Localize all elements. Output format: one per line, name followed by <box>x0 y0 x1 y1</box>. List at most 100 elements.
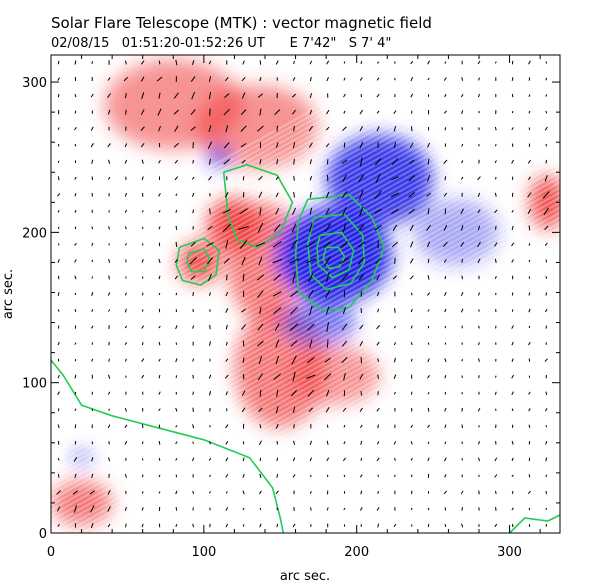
field-vector <box>341 240 348 249</box>
field-vector <box>175 209 178 213</box>
y-tick-label: 200 <box>22 226 47 241</box>
polarity-group <box>51 59 560 526</box>
hatch-line <box>288 381 560 533</box>
field-vector <box>309 457 312 462</box>
field-vector <box>57 424 60 429</box>
field-vector <box>259 77 262 82</box>
field-vector <box>175 241 178 247</box>
field-vector <box>325 126 330 131</box>
field-vector <box>444 176 447 181</box>
field-vector <box>158 358 161 362</box>
field-vector <box>409 224 414 232</box>
field-vector <box>341 323 348 331</box>
field-vector <box>410 308 413 313</box>
field-vector <box>175 358 178 363</box>
field-vector <box>377 308 380 313</box>
field-vector <box>208 374 212 379</box>
field-vector <box>495 375 497 378</box>
field-vector <box>209 324 211 330</box>
field-vector <box>275 490 279 495</box>
field-vector <box>323 373 332 381</box>
hatch-line <box>90 271 560 533</box>
field-vector <box>427 77 430 81</box>
field-vector <box>192 358 195 362</box>
hatch-line <box>51 246 560 532</box>
field-vector <box>74 226 77 230</box>
field-vector <box>359 141 364 149</box>
field-vector <box>494 391 497 395</box>
field-vector <box>174 125 179 132</box>
field-vector <box>240 125 247 132</box>
field-vector <box>444 457 447 462</box>
field-vector <box>174 176 179 181</box>
field-vector <box>528 292 531 296</box>
field-vector <box>426 192 431 197</box>
field-vector <box>343 93 346 98</box>
hatch-line <box>162 311 560 533</box>
field-vector <box>141 176 144 181</box>
field-vector <box>273 373 281 380</box>
field-vector <box>461 110 464 115</box>
field-vector <box>324 357 331 363</box>
field-vector <box>158 440 161 445</box>
field-vector <box>359 77 363 81</box>
hatch-line <box>51 55 529 322</box>
field-vector <box>208 125 212 133</box>
field-vector <box>90 93 94 98</box>
field-vector <box>528 259 531 263</box>
field-vector <box>427 258 430 263</box>
field-vector <box>175 524 178 527</box>
hatch-line <box>51 91 560 377</box>
y-tick-label: 300 <box>22 76 47 91</box>
hatch-line <box>51 55 448 277</box>
field-vector <box>461 275 463 280</box>
field-vector <box>394 391 396 395</box>
field-vector <box>528 391 531 395</box>
field-vector <box>390 192 400 198</box>
field-vector <box>325 208 330 215</box>
hatch-line <box>51 121 560 407</box>
field-vector <box>107 143 111 148</box>
field-vector <box>293 175 295 181</box>
hatch-line <box>51 196 560 482</box>
field-vector <box>292 406 296 413</box>
field-vector <box>444 358 447 362</box>
field-vector <box>410 241 414 248</box>
field-vector <box>339 257 350 265</box>
field-vector <box>477 209 481 214</box>
field-vector <box>290 290 299 298</box>
hatch-line <box>306 391 560 533</box>
hatch-line <box>171 316 560 533</box>
x-tick-label: 100 <box>191 545 216 560</box>
field-vector <box>494 474 498 478</box>
field-vector <box>545 507 548 511</box>
field-vector <box>107 391 111 395</box>
field-vector <box>408 192 416 198</box>
field-vector <box>494 275 497 280</box>
field-vector <box>511 127 514 131</box>
field-vector <box>427 158 430 165</box>
field-vector <box>391 241 399 248</box>
field-vector <box>360 308 362 314</box>
field-vector <box>276 389 279 397</box>
field-vector <box>543 207 549 216</box>
field-vector <box>359 190 364 200</box>
field-vector <box>444 441 447 445</box>
field-vector <box>226 274 228 281</box>
plot-frame <box>50 54 561 534</box>
field-vector <box>307 389 315 397</box>
x-tick-label: 200 <box>344 545 369 560</box>
field-vector <box>393 374 397 379</box>
field-vector <box>342 307 347 314</box>
field-vector <box>125 60 127 65</box>
field-vector <box>242 176 245 181</box>
field-vector <box>225 424 229 429</box>
hatch-line <box>51 176 560 462</box>
contour-6 <box>222 163 294 249</box>
field-vector <box>259 207 262 216</box>
field-vector <box>123 76 129 82</box>
field-vector <box>124 159 128 164</box>
field-vector <box>91 276 94 279</box>
field-vector <box>207 225 213 231</box>
hatch-line <box>51 206 560 492</box>
